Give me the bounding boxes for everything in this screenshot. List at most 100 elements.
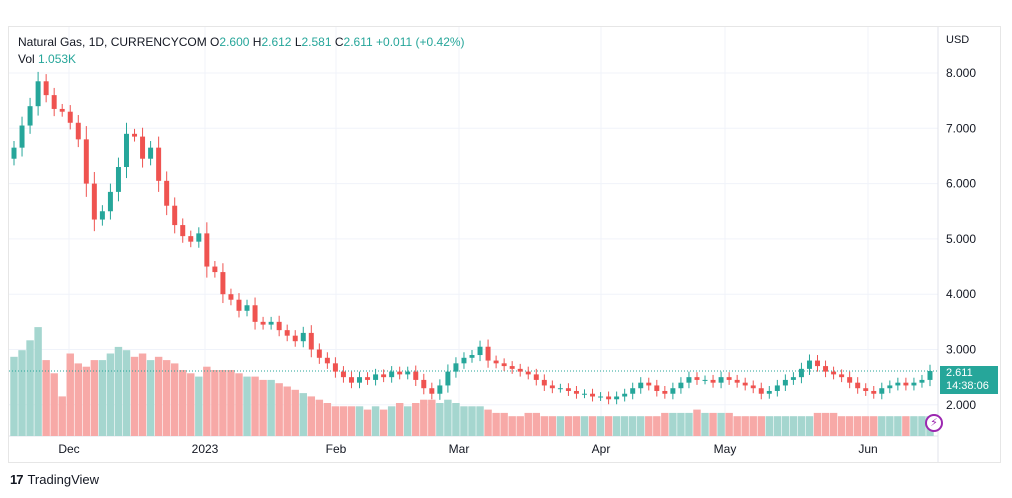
candle-body[interactable] <box>228 294 234 300</box>
candle-body[interactable] <box>300 332 306 342</box>
candle-body[interactable] <box>662 390 668 394</box>
candle-body[interactable] <box>815 360 820 367</box>
candle-body[interactable] <box>622 393 628 397</box>
candle-body[interactable] <box>565 388 571 391</box>
candle-body[interactable] <box>493 360 499 364</box>
candle-body[interactable] <box>437 385 443 394</box>
candle-body[interactable] <box>798 368 804 378</box>
candle-body[interactable] <box>140 136 146 159</box>
candle-body[interactable] <box>11 147 17 159</box>
candle-body[interactable] <box>292 335 298 342</box>
candle-body[interactable] <box>99 211 105 220</box>
candle-body[interactable] <box>646 382 652 386</box>
candle-body[interactable] <box>887 385 893 389</box>
candle-body[interactable] <box>630 388 636 394</box>
candle-body[interactable] <box>590 393 596 397</box>
candle-body[interactable] <box>252 305 258 322</box>
candle-body[interactable] <box>413 371 419 380</box>
candle-body[interactable] <box>220 272 226 295</box>
candle-body[interactable] <box>365 377 371 380</box>
candle-body[interactable] <box>557 388 563 390</box>
candle-body[interactable] <box>517 368 523 372</box>
candle-body[interactable] <box>429 388 435 394</box>
candle-body[interactable] <box>806 360 812 369</box>
candle-body[interactable] <box>477 346 483 356</box>
candle-body[interactable] <box>541 379 547 386</box>
candle-body[interactable] <box>871 390 877 394</box>
candle-body[interactable] <box>348 377 354 383</box>
candle-body[interactable] <box>316 349 322 358</box>
candle-body[interactable] <box>726 377 732 380</box>
candle-body[interactable] <box>244 305 250 311</box>
candle-body[interactable] <box>766 390 772 394</box>
candle-body[interactable] <box>927 371 933 380</box>
candle-body[interactable] <box>75 122 81 140</box>
candle-body[interactable] <box>774 385 780 391</box>
candle-body[interactable] <box>67 111 73 123</box>
candle-body[interactable] <box>83 139 89 184</box>
candle-body[interactable] <box>115 167 121 192</box>
candle-body[interactable] <box>911 382 917 386</box>
candle-body[interactable] <box>124 133 129 168</box>
candle-body[interactable] <box>485 346 491 361</box>
candle-body[interactable] <box>718 377 724 383</box>
candle-body[interactable] <box>164 180 170 206</box>
candle-body[interactable] <box>710 379 716 383</box>
candle-body[interactable] <box>903 382 909 386</box>
currency-label[interactable]: USD <box>946 34 970 46</box>
candle-body[interactable] <box>236 299 242 311</box>
candle-body[interactable] <box>823 366 829 372</box>
candle-body[interactable] <box>702 379 708 381</box>
candle-body[interactable] <box>357 377 362 383</box>
candle-body[interactable] <box>397 371 403 375</box>
candle-body[interactable] <box>694 377 700 380</box>
candle-body[interactable] <box>35 81 41 107</box>
candle-body[interactable] <box>839 374 845 378</box>
candle-body[interactable] <box>276 321 282 331</box>
candle-body[interactable] <box>847 377 853 383</box>
candle-body[interactable] <box>501 363 507 367</box>
candle-body[interactable] <box>332 363 338 372</box>
candle-body[interactable] <box>895 382 901 386</box>
candle-body[interactable] <box>549 385 555 389</box>
candle-body[interactable] <box>204 233 210 267</box>
candle-body[interactable] <box>212 266 218 273</box>
candle-body[interactable] <box>268 321 274 325</box>
candle-body[interactable] <box>324 357 330 364</box>
candle-body[interactable] <box>132 133 138 137</box>
candle-body[interactable] <box>196 233 202 242</box>
candle-body[interactable] <box>91 183 97 220</box>
candle-body[interactable] <box>863 388 869 391</box>
candle-body[interactable] <box>742 382 748 386</box>
candle-body[interactable] <box>831 371 837 375</box>
candle-body[interactable] <box>107 191 113 212</box>
candle-body[interactable] <box>373 374 379 380</box>
candle-body[interactable] <box>453 363 459 372</box>
candle-body[interactable] <box>156 147 162 181</box>
candle-body[interactable] <box>260 321 266 325</box>
candle-body[interactable] <box>919 379 925 383</box>
candle-body[interactable] <box>782 379 788 386</box>
candle-body[interactable] <box>43 81 49 96</box>
candle-body[interactable] <box>614 396 620 400</box>
candle-body[interactable] <box>51 95 57 109</box>
candle-body[interactable] <box>582 393 587 395</box>
candle-body[interactable] <box>750 385 756 389</box>
candle-body[interactable] <box>461 357 467 364</box>
candle-body[interactable] <box>686 377 692 383</box>
candle-body[interactable] <box>654 385 660 391</box>
candle-body[interactable] <box>148 147 154 159</box>
candle-body[interactable] <box>734 379 740 383</box>
candle-body[interactable] <box>421 379 427 389</box>
candle-body[interactable] <box>790 377 796 380</box>
candle-body[interactable] <box>598 396 604 398</box>
candle-body[interactable] <box>445 371 451 386</box>
candle-body[interactable] <box>606 396 612 400</box>
candle-body[interactable] <box>525 371 531 375</box>
candle-body[interactable] <box>340 371 346 378</box>
candle-body[interactable] <box>19 125 25 148</box>
candle-body[interactable] <box>59 108 65 112</box>
candle-body[interactable] <box>678 382 684 389</box>
candle-body[interactable] <box>533 374 539 380</box>
candle-body[interactable] <box>180 225 186 237</box>
